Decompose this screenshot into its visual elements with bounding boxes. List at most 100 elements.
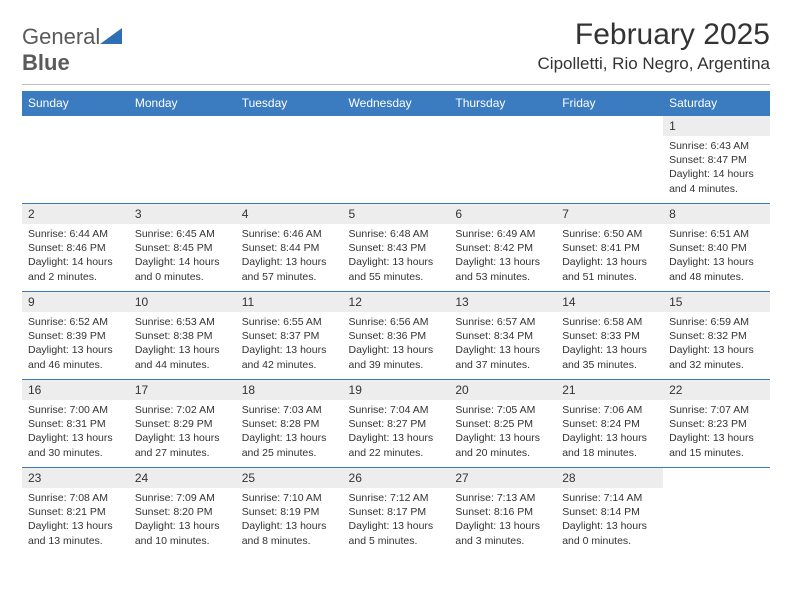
sunset-value: 8:32 PM xyxy=(708,330,747,342)
sunrise-label: Sunrise: xyxy=(135,404,174,416)
sunrise-line: Sunrise: 6:45 AM xyxy=(135,227,230,241)
weekday-header: Sunday xyxy=(22,91,129,116)
sunrise-line: Sunrise: 7:05 AM xyxy=(455,403,550,417)
day-number: 10 xyxy=(129,292,236,312)
sunset-label: Sunset: xyxy=(242,418,278,430)
weekday-header: Saturday xyxy=(663,91,770,116)
daylight-label: Daylight: xyxy=(349,432,390,444)
sunset-line: Sunset: 8:37 PM xyxy=(242,329,337,343)
sunrise-value: 7:06 AM xyxy=(604,404,643,416)
sunset-value: 8:17 PM xyxy=(387,506,426,518)
sunset-line: Sunset: 8:19 PM xyxy=(242,505,337,519)
day-body: Sunrise: 7:03 AMSunset: 8:28 PMDaylight:… xyxy=(236,400,343,463)
day-cell: 20Sunrise: 7:05 AMSunset: 8:25 PMDayligh… xyxy=(449,380,556,468)
calendar-row: 9Sunrise: 6:52 AMSunset: 8:39 PMDaylight… xyxy=(22,292,770,380)
sunset-line: Sunset: 8:45 PM xyxy=(135,241,230,255)
daylight-label: Daylight: xyxy=(28,344,69,356)
day-cell: 1Sunrise: 6:43 AMSunset: 8:47 PMDaylight… xyxy=(663,116,770,204)
daylight-label: Daylight: xyxy=(135,344,176,356)
sunrise-value: 7:09 AM xyxy=(176,492,215,504)
empty-cell xyxy=(22,116,129,204)
sunrise-line: Sunrise: 6:43 AM xyxy=(669,139,764,153)
sunset-line: Sunset: 8:27 PM xyxy=(349,417,444,431)
sunset-line: Sunset: 8:44 PM xyxy=(242,241,337,255)
daylight-label: Daylight: xyxy=(455,520,496,532)
day-number: 15 xyxy=(663,292,770,312)
daylight-line: Daylight: 13 hours and 44 minutes. xyxy=(135,343,230,371)
sunrise-label: Sunrise: xyxy=(135,228,174,240)
day-body: Sunrise: 7:00 AMSunset: 8:31 PMDaylight:… xyxy=(22,400,129,463)
day-cell: 10Sunrise: 6:53 AMSunset: 8:38 PMDayligh… xyxy=(129,292,236,380)
sunrise-label: Sunrise: xyxy=(242,228,281,240)
day-number: 14 xyxy=(556,292,663,312)
daylight-label: Daylight: xyxy=(242,520,283,532)
day-body: Sunrise: 6:53 AMSunset: 8:38 PMDaylight:… xyxy=(129,312,236,375)
sunrise-label: Sunrise: xyxy=(28,316,67,328)
sunset-line: Sunset: 8:23 PM xyxy=(669,417,764,431)
sunset-line: Sunset: 8:24 PM xyxy=(562,417,657,431)
day-body: Sunrise: 6:55 AMSunset: 8:37 PMDaylight:… xyxy=(236,312,343,375)
weekday-header: Tuesday xyxy=(236,91,343,116)
sunset-line: Sunset: 8:20 PM xyxy=(135,505,230,519)
sunset-line: Sunset: 8:28 PM xyxy=(242,417,337,431)
day-body: Sunrise: 6:58 AMSunset: 8:33 PMDaylight:… xyxy=(556,312,663,375)
sunset-label: Sunset: xyxy=(242,330,278,342)
day-cell: 27Sunrise: 7:13 AMSunset: 8:16 PMDayligh… xyxy=(449,468,556,556)
daylight-label: Daylight: xyxy=(28,256,69,268)
sunrise-value: 6:44 AM xyxy=(69,228,108,240)
sunrise-line: Sunrise: 7:03 AM xyxy=(242,403,337,417)
day-number: 21 xyxy=(556,380,663,400)
sunrise-label: Sunrise: xyxy=(669,228,708,240)
sunrise-value: 7:00 AM xyxy=(69,404,108,416)
sunrise-label: Sunrise: xyxy=(562,492,601,504)
day-cell: 26Sunrise: 7:12 AMSunset: 8:17 PMDayligh… xyxy=(343,468,450,556)
sunrise-line: Sunrise: 6:44 AM xyxy=(28,227,123,241)
sunrise-value: 7:05 AM xyxy=(497,404,536,416)
sunrise-label: Sunrise: xyxy=(242,404,281,416)
day-cell: 9Sunrise: 6:52 AMSunset: 8:39 PMDaylight… xyxy=(22,292,129,380)
sunset-line: Sunset: 8:38 PM xyxy=(135,329,230,343)
sunrise-line: Sunrise: 7:06 AM xyxy=(562,403,657,417)
day-cell: 7Sunrise: 6:50 AMSunset: 8:41 PMDaylight… xyxy=(556,204,663,292)
day-body: Sunrise: 6:46 AMSunset: 8:44 PMDaylight:… xyxy=(236,224,343,287)
daylight-label: Daylight: xyxy=(135,256,176,268)
day-cell: 2Sunrise: 6:44 AMSunset: 8:46 PMDaylight… xyxy=(22,204,129,292)
sunset-value: 8:34 PM xyxy=(494,330,533,342)
daylight-line: Daylight: 13 hours and 57 minutes. xyxy=(242,255,337,283)
day-body: Sunrise: 6:43 AMSunset: 8:47 PMDaylight:… xyxy=(663,136,770,199)
sunrise-value: 6:46 AM xyxy=(283,228,322,240)
day-number: 16 xyxy=(22,380,129,400)
day-cell: 13Sunrise: 6:57 AMSunset: 8:34 PMDayligh… xyxy=(449,292,556,380)
day-body: Sunrise: 6:48 AMSunset: 8:43 PMDaylight:… xyxy=(343,224,450,287)
sunrise-line: Sunrise: 7:08 AM xyxy=(28,491,123,505)
sunrise-label: Sunrise: xyxy=(135,316,174,328)
sunrise-value: 6:51 AM xyxy=(711,228,750,240)
sunset-line: Sunset: 8:40 PM xyxy=(669,241,764,255)
day-number: 18 xyxy=(236,380,343,400)
sunset-label: Sunset: xyxy=(455,418,491,430)
day-body: Sunrise: 6:56 AMSunset: 8:36 PMDaylight:… xyxy=(343,312,450,375)
sunset-label: Sunset: xyxy=(135,242,171,254)
day-cell: 6Sunrise: 6:49 AMSunset: 8:42 PMDaylight… xyxy=(449,204,556,292)
empty-cell xyxy=(663,468,770,556)
sunset-value: 8:44 PM xyxy=(280,242,319,254)
daylight-line: Daylight: 14 hours and 4 minutes. xyxy=(669,167,764,195)
sunrise-value: 6:50 AM xyxy=(604,228,643,240)
sunset-label: Sunset: xyxy=(28,418,64,430)
daylight-line: Daylight: 13 hours and 48 minutes. xyxy=(669,255,764,283)
sunset-line: Sunset: 8:32 PM xyxy=(669,329,764,343)
day-number: 23 xyxy=(22,468,129,488)
sunrise-line: Sunrise: 7:13 AM xyxy=(455,491,550,505)
sunrise-label: Sunrise: xyxy=(455,492,494,504)
daylight-line: Daylight: 13 hours and 39 minutes. xyxy=(349,343,444,371)
sunset-value: 8:29 PM xyxy=(173,418,212,430)
day-body: Sunrise: 7:07 AMSunset: 8:23 PMDaylight:… xyxy=(663,400,770,463)
sunrise-line: Sunrise: 6:50 AM xyxy=(562,227,657,241)
daylight-line: Daylight: 13 hours and 0 minutes. xyxy=(562,519,657,547)
sunset-label: Sunset: xyxy=(28,330,64,342)
day-cell: 18Sunrise: 7:03 AMSunset: 8:28 PMDayligh… xyxy=(236,380,343,468)
location-text: Cipolletti, Rio Negro, Argentina xyxy=(538,54,770,74)
daylight-line: Daylight: 13 hours and 46 minutes. xyxy=(28,343,123,371)
sunset-line: Sunset: 8:41 PM xyxy=(562,241,657,255)
day-body: Sunrise: 7:06 AMSunset: 8:24 PMDaylight:… xyxy=(556,400,663,463)
